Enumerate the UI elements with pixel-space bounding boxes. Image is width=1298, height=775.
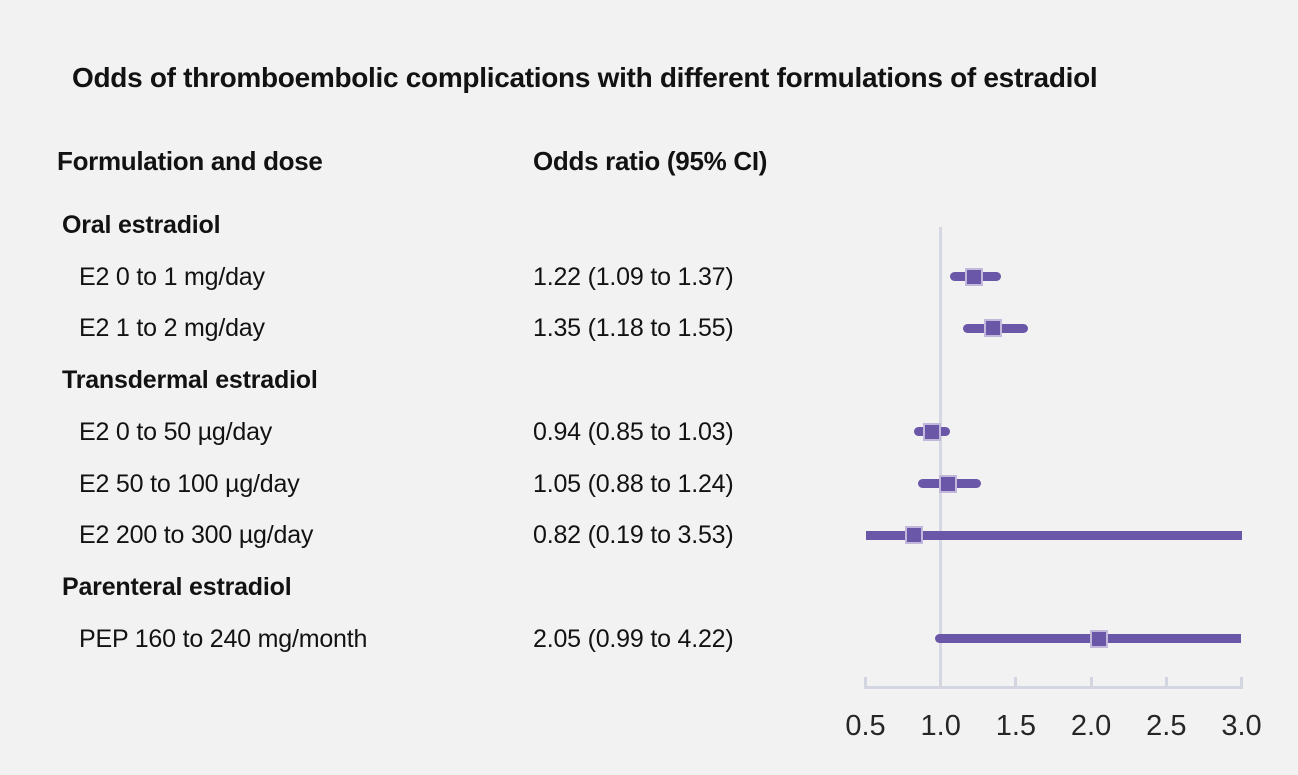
item-row-label: PEP 160 to 240 mg/month (79, 624, 368, 653)
point-estimate-marker (964, 267, 983, 286)
x-axis-tick (864, 677, 867, 689)
x-axis-line (864, 686, 1243, 689)
x-axis-tick-label: 0.5 (845, 710, 886, 742)
column-header-odds-ratio: Odds ratio (95% CI) (533, 146, 768, 176)
x-axis-tick-label: 1.0 (920, 710, 961, 742)
point-estimate-marker (939, 474, 958, 493)
item-row-label: E2 1 to 2 mg/day (79, 314, 265, 343)
x-axis-tick (939, 677, 943, 689)
item-row-label: E2 200 to 300 µg/day (79, 521, 314, 550)
group-row-label: Parenteral estradiol (62, 572, 292, 601)
item-row-label: E2 0 to 1 mg/day (79, 262, 265, 291)
point-estimate-marker (984, 319, 1003, 338)
group-row-label: Oral estradiol (62, 211, 221, 239)
x-axis-tick (1089, 677, 1093, 689)
x-axis-tick-label: 2.0 (1070, 710, 1112, 742)
reference-line (939, 227, 943, 689)
x-axis-tick (1164, 677, 1168, 689)
point-estimate-marker (922, 422, 941, 441)
group-row-label: Transdermal estradiol (62, 366, 318, 395)
point-estimate-marker (1089, 629, 1108, 648)
odds-ratio-value: 1.05 (0.88 to 1.24) (533, 469, 734, 498)
x-axis-tick (1014, 677, 1018, 689)
odds-ratio-value: 0.94 (0.85 to 1.03) (533, 417, 734, 446)
odds-ratio-value: 1.35 (1.18 to 1.55) (533, 314, 734, 343)
x-axis-tick-label: 3.0 (1221, 710, 1262, 742)
confidence-interval-bar (934, 634, 1242, 644)
confidence-interval-bar (865, 530, 1242, 540)
odds-ratio-value: 1.22 (1.09 to 1.37) (533, 262, 734, 291)
column-header-formulation: Formulation and dose (57, 146, 323, 176)
x-axis-tick-label: 2.5 (1146, 710, 1187, 742)
odds-ratio-value: 2.05 (0.99 to 4.22) (533, 624, 734, 653)
point-estimate-marker (904, 526, 923, 545)
item-row-label: E2 50 to 100 µg/day (79, 469, 300, 498)
figure-title: Odds of thromboembolic complications wit… (72, 62, 1098, 93)
odds-ratio-value: 0.82 (0.19 to 3.53) (533, 521, 734, 550)
item-row-label: E2 0 to 50 µg/day (79, 417, 273, 446)
x-axis-tick (1240, 677, 1243, 689)
x-axis-tick-label: 1.5 (995, 710, 1037, 742)
